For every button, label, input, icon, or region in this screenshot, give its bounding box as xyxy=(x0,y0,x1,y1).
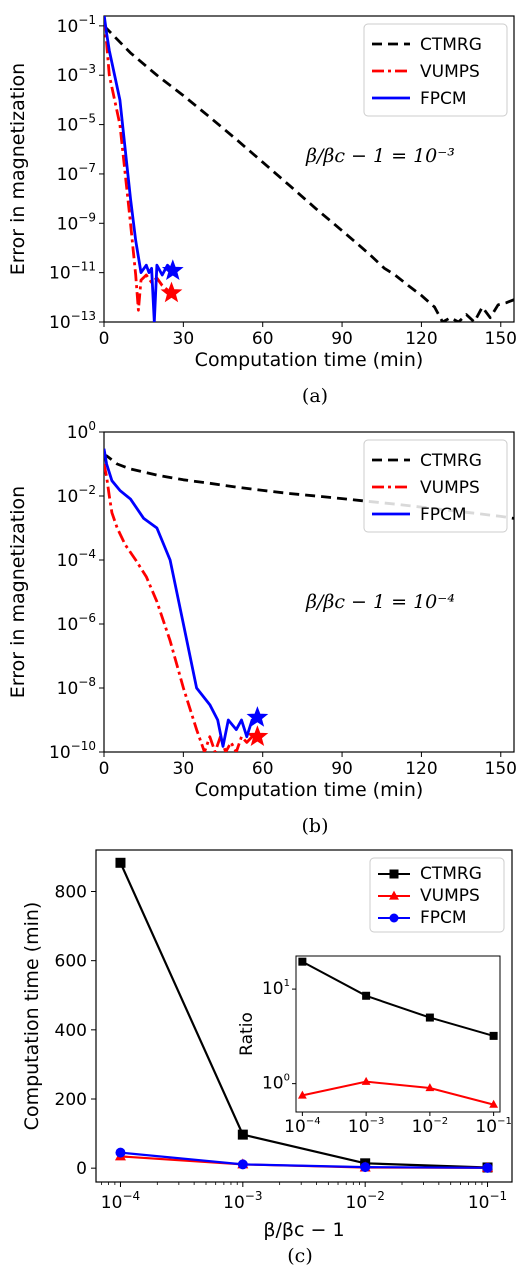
panel-c-xtick-label: 10−1 xyxy=(468,1189,507,1213)
panel-b-xtick-label: 60 xyxy=(252,759,274,779)
panel-a-legend-label-ctmrg: CTMRG xyxy=(420,35,482,55)
panel-a-xtick-label: 30 xyxy=(173,329,195,349)
panel-b-ytick-label: 10−6 xyxy=(57,611,96,635)
panel-a-xtick-label: 90 xyxy=(331,329,353,349)
panel-c-inset-y-axis-label: Ratio xyxy=(237,1012,257,1056)
panel-c-inset-ytick-label: 101 xyxy=(262,978,290,999)
panel-c-legend-label-vumps: VUMPS xyxy=(420,886,480,906)
panel-a-ytick-label: 10−3 xyxy=(57,62,96,86)
panel-c-inset-xtick-label: 10−3 xyxy=(348,1116,384,1137)
panel-c-point-ctmrg xyxy=(115,857,126,868)
panel-a-series-ctmrg xyxy=(104,24,514,322)
panel-c-inset-frame xyxy=(295,955,501,1113)
panel-b-legend-label-ctmrg: CTMRG xyxy=(420,451,482,471)
panel-c-series-ctmrg xyxy=(119,862,488,1169)
panel-a-xtick-label: 150 xyxy=(485,329,517,349)
panel-c-y-axis-label: Computation time (min) xyxy=(21,902,43,1131)
panel-c-series-fpcm xyxy=(120,1151,488,1169)
panel-b-ytick-label: 10−8 xyxy=(57,675,96,699)
panel-c-axes-frame xyxy=(95,849,513,1183)
panel-c-point-fpcm xyxy=(482,1162,493,1173)
panel-a-caption: (a) xyxy=(302,385,328,407)
panel-b-vumps-end-star xyxy=(246,725,269,746)
panel-c-xtick-label: 10−4 xyxy=(101,1189,140,1213)
panel-b-xtick-label: 0 xyxy=(99,759,110,779)
panel-c-inset-point-vumps xyxy=(297,1090,307,1099)
panel-b-ytick-label: 10−4 xyxy=(57,547,96,571)
panel-c-ytick-label: 0 xyxy=(76,1159,87,1179)
panel-c-inset-point-ctmrg xyxy=(362,991,371,1000)
panel-a-ytick-label: 10−1 xyxy=(57,13,96,37)
panel-a-legend xyxy=(363,23,508,117)
panel-a-legend-label-vumps: VUMPS xyxy=(420,62,480,82)
panel-a-axes-frame xyxy=(103,15,515,323)
panel-a-ytick-label: 10−5 xyxy=(57,112,96,136)
panel-c-legend xyxy=(369,857,505,933)
panel-c-legend-marker-vumps xyxy=(389,890,399,900)
panel-c-inset-point-vumps xyxy=(425,1083,435,1092)
panel-c-inset-xtick-label: 10−4 xyxy=(284,1116,320,1137)
panel-b-series-vumps xyxy=(104,463,258,752)
panel-a-ytick-label: 10−11 xyxy=(49,260,96,284)
panel-b-ytick-label: 10−10 xyxy=(49,739,96,763)
panel-c-inset-xtick-label: 10−1 xyxy=(475,1116,511,1137)
panel-a-x-axis-label: Computation time (min) xyxy=(195,349,424,371)
panel-c-point-fpcm xyxy=(360,1162,371,1173)
panel-b-series-fpcm xyxy=(104,448,258,748)
panel-c-ytick-label: 800 xyxy=(55,883,87,903)
panel-b-legend xyxy=(363,439,508,533)
panel-c-point-fpcm xyxy=(237,1159,248,1170)
panel-b-y-axis-label: Error in magnetization xyxy=(7,486,29,698)
panel-b-xtick-label: 150 xyxy=(485,759,517,779)
panel-b-caption: (b) xyxy=(302,815,329,837)
panel-b-legend-label-fpcm: FPCM xyxy=(420,505,467,525)
panel-a-ytick-label: 10−13 xyxy=(49,309,96,333)
panel-c-legend-marker-ctmrg xyxy=(389,869,399,879)
panel-a-vumps-end-star xyxy=(160,281,183,303)
panel-a-xtick-label: 0 xyxy=(99,329,110,349)
panel-c-inset-series-ctmrg xyxy=(301,960,494,1037)
panel-b-annotation: β/βc − 1 = 10⁻⁴ xyxy=(305,591,455,613)
panel-c-inset-xtick-label: 10−2 xyxy=(412,1116,448,1137)
panel-c-point-fpcm xyxy=(115,1147,126,1158)
panel-b-xtick-label: 90 xyxy=(331,759,353,779)
panel-a-ytick-label: 10−7 xyxy=(57,161,96,185)
panel-c-inset-series-vumps xyxy=(302,1080,494,1106)
panel-b-ytick-label: 100 xyxy=(67,419,96,443)
panel-c-inset-point-ctmrg xyxy=(425,1013,434,1022)
panel-c-point-ctmrg xyxy=(237,1129,248,1140)
panel-a-annotation: β/βc − 1 = 10⁻³ xyxy=(305,145,455,167)
panel-a-xtick-label: 120 xyxy=(405,329,437,349)
panel-a-fpcm-end-star xyxy=(161,259,184,280)
panel-c-xtick-label: 10−2 xyxy=(346,1189,385,1213)
panel-a-legend-label-fpcm: FPCM xyxy=(420,89,467,109)
panel-c-x-axis-label: β/βc − 1 xyxy=(263,1219,344,1241)
panel-b-x-axis-label: Computation time (min) xyxy=(195,779,424,801)
panel-c-legend-label-ctmrg: CTMRG xyxy=(420,864,482,884)
panel-c-caption: (c) xyxy=(287,1245,312,1267)
panel-b-xtick-label: 30 xyxy=(173,759,195,779)
panel-a-y-axis-label: Error in magnetization xyxy=(7,63,29,275)
panel-c-inset-ytick-label: 100 xyxy=(262,1073,290,1094)
panel-c-inset-point-ctmrg xyxy=(298,957,307,966)
panel-b-xtick-label: 120 xyxy=(405,759,437,779)
panel-b-fpcm-end-star xyxy=(246,706,269,727)
panel-b-ytick-label: 10−2 xyxy=(57,483,96,507)
panel-a-series-fpcm xyxy=(104,16,174,322)
panel-c-inset-point-vumps xyxy=(361,1076,371,1085)
panel-a-ytick-label: 10−9 xyxy=(57,210,96,234)
panel-c-legend-label-fpcm: FPCM xyxy=(420,908,467,928)
panel-b-legend-label-vumps: VUMPS xyxy=(420,478,480,498)
panel-c-ytick-label: 200 xyxy=(55,1090,87,1110)
panel-a-xtick-label: 60 xyxy=(252,329,274,349)
panel-a-series-vumps xyxy=(104,18,173,312)
panel-c-inset-point-ctmrg xyxy=(489,1031,498,1040)
panel-c-ytick-label: 400 xyxy=(55,1021,87,1041)
panel-c-legend-marker-fpcm xyxy=(389,913,399,923)
panel-c-ytick-label: 600 xyxy=(55,952,87,972)
panel-c-xtick-label: 10−3 xyxy=(223,1189,262,1213)
panel-c-inset-point-vumps xyxy=(489,1099,499,1108)
panel-b-axes-frame xyxy=(103,431,515,753)
